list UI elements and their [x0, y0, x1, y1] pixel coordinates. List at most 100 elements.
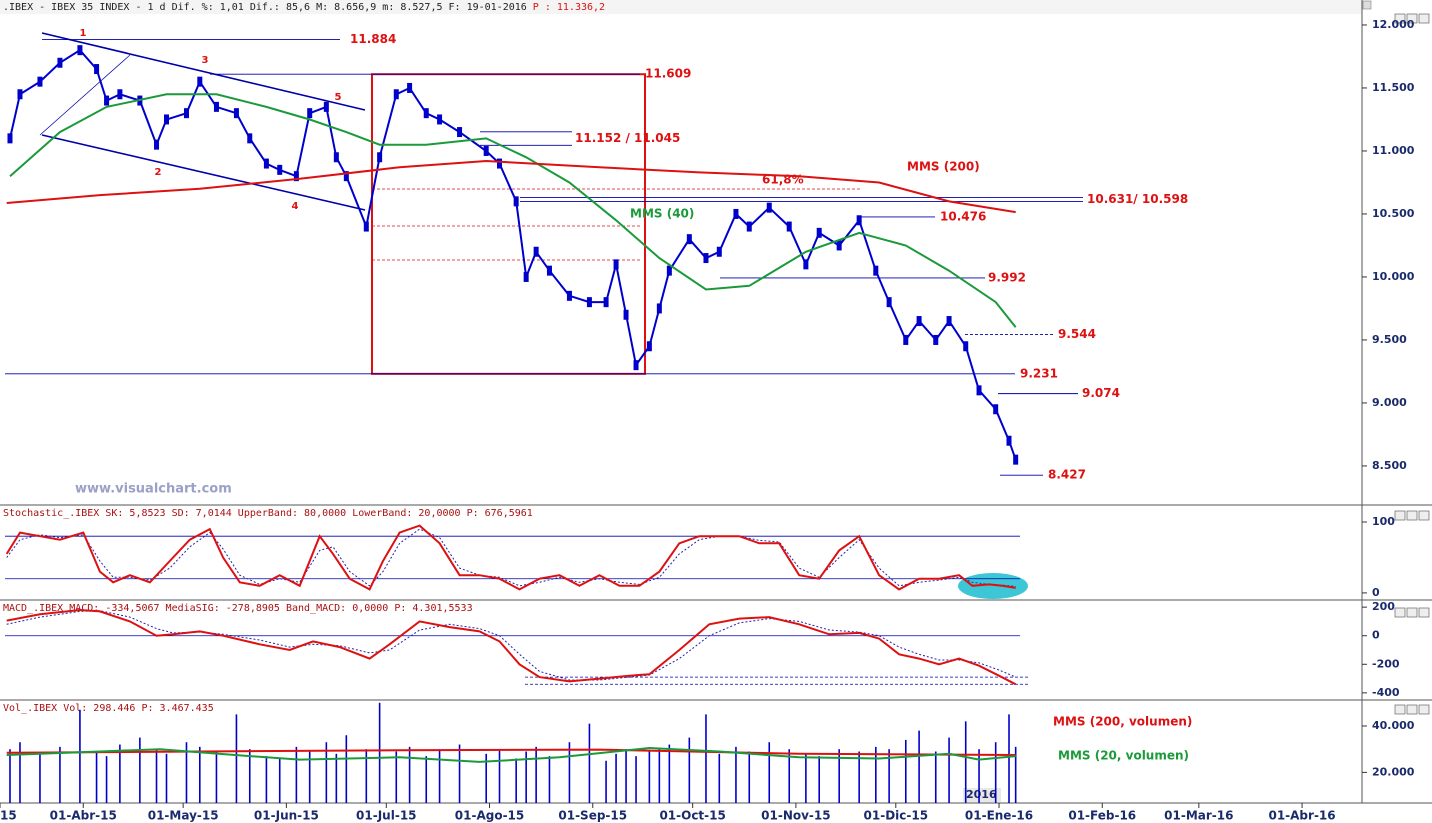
window-button [1394, 704, 1406, 715]
series-line [6, 608, 1017, 686]
window-button [1406, 704, 1418, 715]
volume-bar [408, 746, 411, 803]
wave-label: 1 [80, 28, 87, 39]
price-mark [7, 133, 13, 144]
fib-lines [372, 188, 862, 261]
price-mark [307, 108, 313, 119]
price-mark [546, 265, 552, 276]
price-mark [886, 297, 892, 308]
price-mark [766, 202, 772, 213]
y-tick-label: 9.500 [1372, 333, 1407, 346]
panel-title: MACD_.IBEX MACD: -334,5067 MediaSIG: -27… [3, 603, 473, 614]
volume-bar [308, 751, 311, 803]
series-line [5, 524, 1016, 591]
price-mark [423, 108, 429, 119]
price-mark [437, 114, 443, 125]
x-tick-label: 01-Sep-15 [558, 809, 627, 823]
y-tick-label: 100 [1372, 515, 1395, 528]
panel-frames [0, 0, 1432, 804]
volume-bar [548, 756, 551, 803]
price-mark [457, 127, 463, 138]
volume-bar [875, 746, 877, 803]
volume-bar [95, 751, 98, 803]
channel [39, 32, 366, 211]
trend-line [39, 54, 131, 136]
y-tick-label: 20.000 [1372, 765, 1415, 778]
y-tick-label: 12.000 [1372, 18, 1415, 31]
x-tick-label: 01-Ago-15 [455, 809, 524, 823]
volume-bar [9, 749, 11, 803]
volume-bar [635, 756, 637, 803]
volume-bar [934, 751, 937, 803]
price-mark [393, 89, 399, 100]
price-mark [1013, 454, 1019, 465]
volume-bar [59, 746, 61, 803]
price-mark [407, 82, 413, 93]
price-mark [686, 234, 692, 245]
y-tick-label: 0 [1372, 586, 1380, 599]
y-tick-label: 10.500 [1372, 207, 1415, 220]
window-button [1418, 510, 1430, 521]
legend-label: MMS (200, volumen) [1053, 715, 1192, 729]
price-mark [623, 309, 629, 320]
volume-bar [688, 737, 691, 803]
price-mark [197, 76, 203, 87]
price-mark [733, 208, 739, 219]
volume-bar [295, 746, 298, 803]
price-mark [746, 221, 752, 232]
x-tick-label: 01-Feb-16 [1068, 809, 1136, 823]
volume-bar [248, 749, 251, 803]
price-mark [916, 316, 922, 327]
price-mark [247, 133, 253, 144]
x-tick-label: 01-Dic-15 [864, 809, 929, 823]
price-mark [646, 341, 652, 352]
price-mark [323, 101, 329, 112]
price-mark [856, 215, 862, 226]
volume-bar [978, 749, 980, 803]
price-mark [483, 145, 489, 156]
wave-label: 5 [335, 92, 342, 103]
volume-bar [105, 756, 108, 803]
window-button [1406, 607, 1418, 618]
volume-bar [235, 714, 238, 803]
annotation-label: 11.609 [645, 67, 691, 81]
volume-bar [215, 751, 218, 803]
window-button [1418, 607, 1430, 618]
price-mark [903, 334, 909, 345]
legend-label: MMS (200) [907, 160, 980, 174]
price-mark [377, 152, 383, 163]
price-mark [277, 164, 283, 175]
volume-bar [438, 749, 441, 803]
wave-label: 4 [292, 201, 299, 212]
window-button [1418, 13, 1430, 24]
volume-bar [515, 758, 517, 803]
volume-bar [615, 753, 617, 803]
year-bg [963, 788, 1001, 802]
volume-bar [1008, 714, 1010, 803]
window-button [1394, 13, 1406, 24]
y-tick-label: 11.500 [1372, 81, 1415, 94]
window-button [1394, 607, 1406, 618]
volume-bar [718, 753, 721, 803]
price-mark [233, 108, 239, 119]
volume-bar [964, 721, 967, 803]
volume-bar [458, 744, 461, 803]
channel-line [41, 134, 366, 211]
price-mark [77, 45, 83, 56]
volume-bar [155, 749, 158, 803]
series-line [6, 528, 1016, 587]
price-mark [104, 95, 110, 106]
x-tick-label: 01-Mar-16 [1164, 809, 1233, 823]
price-label: P : 11.336,2 [533, 2, 605, 13]
volume-bar [705, 714, 707, 803]
series-line [6, 748, 1016, 756]
volume-bar [904, 739, 907, 803]
price-mark [803, 259, 809, 270]
volume-bar [365, 749, 368, 803]
x-tick-label: 01-Ene-16 [965, 809, 1033, 823]
price-mark [613, 259, 619, 270]
y-tick-label: -200 [1372, 657, 1400, 670]
volume-bar [838, 749, 840, 803]
